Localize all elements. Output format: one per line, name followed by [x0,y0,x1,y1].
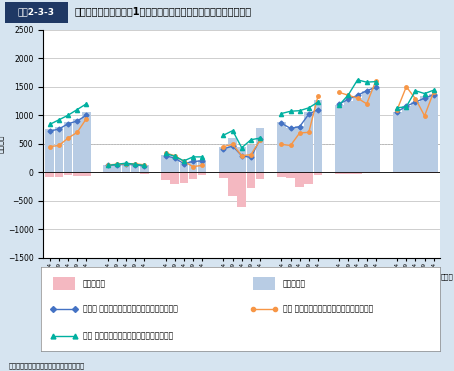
Bar [256,128,264,172]
Bar [353,172,362,174]
Text: （年）: （年） [440,274,453,280]
Text: 30～39歳: 30～39歳 [171,274,197,280]
Bar [104,165,112,172]
Bar [179,162,188,172]
Bar [402,106,411,172]
Text: 負債現在高: 負債現在高 [83,279,106,288]
Bar [286,172,295,178]
Bar [429,172,438,173]
Bar [122,164,130,172]
Bar [353,98,362,172]
Bar [5,2,68,23]
Y-axis label: （万円）: （万円） [0,135,5,153]
Bar [295,172,304,187]
Bar [314,172,322,175]
Bar [277,172,286,177]
Bar [219,147,228,172]
Bar [170,172,179,184]
Bar [113,172,121,173]
Bar [189,161,197,172]
Bar [73,172,82,176]
Text: 世帯主の年齢階級別、1世帯当たり金融資産額の推移（単身世帯）: 世帯主の年齢階級別、1世帯当たり金融資産額の推移（単身世帯） [75,7,252,17]
Text: 50～59歳: 50～59歳 [286,274,313,280]
Bar [140,172,148,174]
Bar [344,101,353,172]
Text: 図表2-3-3: 図表2-3-3 [18,7,55,16]
Bar [237,172,246,207]
Bar [393,112,401,172]
Text: 男性 金融資産（貯蓄現在高－負債現在高）: 男性 金融資産（貯蓄現在高－負債現在高） [282,304,373,313]
Text: 70歳以上: 70歳以上 [405,274,426,280]
Bar [228,172,237,196]
Bar [402,172,411,173]
Bar [247,145,255,172]
Bar [179,172,188,183]
Bar [393,172,401,173]
Bar [371,87,380,172]
Bar [113,164,121,172]
Bar [305,112,313,172]
Bar [362,91,371,172]
Bar [314,101,322,172]
Bar [140,165,148,172]
Bar [64,172,72,175]
Bar [286,128,295,172]
Bar [362,172,371,173]
Bar [131,164,139,172]
Text: 女性 金融資産（貯蓄現在高－負債現在高）: 女性 金融資産（貯蓄現在高－負債現在高） [83,331,173,340]
Bar [429,93,438,172]
Bar [73,119,82,172]
Bar [64,122,72,172]
Text: 30歳未満: 30歳未満 [115,274,137,280]
Bar [161,172,170,180]
Bar [82,112,91,172]
Bar [54,127,63,172]
Bar [170,157,179,172]
Bar [277,122,286,172]
Bar [189,172,197,178]
Bar [198,172,207,175]
Bar [45,129,54,172]
Bar [335,172,344,174]
Bar [247,172,255,188]
Bar [131,172,139,173]
Bar [305,172,313,184]
Bar [54,172,63,177]
Text: 60～69歳: 60～69歳 [344,274,371,280]
Bar [371,172,380,173]
Bar [256,172,264,179]
Bar [228,138,237,172]
Bar [198,160,207,172]
Bar [252,277,275,290]
Bar [420,96,429,172]
Bar [82,172,91,176]
Bar [53,277,75,290]
Bar [237,147,246,172]
Bar [219,172,228,178]
Bar [344,172,353,174]
Text: 40～49歳: 40～49歳 [229,274,255,280]
Bar [295,125,304,172]
Text: 年齢計: 年齢計 [62,274,74,280]
Text: 貯蓄現在高: 貯蓄現在高 [282,279,306,288]
Bar [161,155,170,172]
Bar [104,172,112,173]
Bar [420,172,429,173]
Bar [335,105,344,172]
Text: 男女計 金融資産（貯蓄現在高－負債現在高）: 男女計 金融資産（貯蓄現在高－負債現在高） [83,304,178,313]
Bar [411,102,420,172]
Text: 資料：総務省統計局「全国消費実態調査」: 資料：総務省統計局「全国消費実態調査」 [9,362,85,369]
Bar [411,172,420,173]
Bar [122,172,130,173]
Bar [45,172,54,177]
